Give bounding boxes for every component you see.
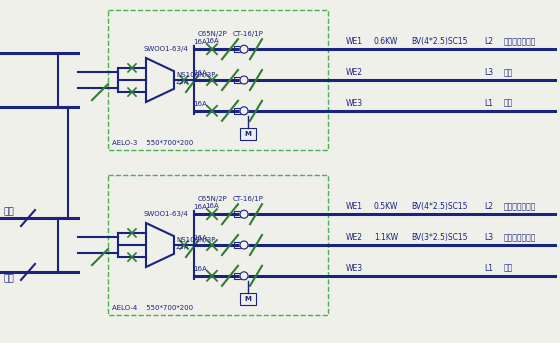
Text: 地下室应急照明: 地下室应急照明 [504,37,536,46]
Text: 备供: 备供 [4,274,15,283]
Text: WE3: WE3 [346,99,363,108]
Text: SWOO1-63/4: SWOO1-63/4 [144,46,189,52]
Text: 0.5KW: 0.5KW [374,202,398,211]
Text: WE3: WE3 [346,264,363,273]
Circle shape [240,241,248,249]
Bar [234,273,246,279]
Text: WE2: WE2 [346,68,363,77]
Text: C65N/2P
16A: C65N/2P 16A [197,31,227,44]
Text: 16A: 16A [193,204,207,210]
Text: AELO-4    550*700*200: AELO-4 550*700*200 [112,305,193,311]
Text: M: M [245,296,251,302]
Circle shape [240,76,248,84]
Bar [234,46,246,52]
Text: 16A: 16A [193,70,207,76]
Text: SWOO1-63/4: SWOO1-63/4 [144,211,189,217]
Text: 16A: 16A [193,101,207,107]
Text: BV(4*2.5)SC15: BV(4*2.5)SC15 [411,202,468,211]
Bar [234,242,246,248]
Text: NS100N/3P
25A: NS100N/3P 25A [176,237,216,250]
Bar [234,77,246,83]
Text: WE1: WE1 [346,37,363,46]
Text: NS100N/3P
25A: NS100N/3P 25A [176,72,216,85]
Text: CT-16/1P: CT-16/1P [232,196,263,202]
Text: C65N/2P
16A: C65N/2P 16A [197,196,227,209]
Text: AELO-3    550*700*200: AELO-3 550*700*200 [112,140,193,146]
Text: 备用: 备用 [504,99,514,108]
Text: 16A: 16A [193,235,207,241]
Text: L3: L3 [484,68,493,77]
Bar [234,108,246,114]
Bar [108,10,328,150]
Bar [108,175,328,315]
Text: 0.6KW: 0.6KW [374,37,398,46]
Circle shape [240,107,248,115]
Bar [240,293,256,305]
Text: 16A: 16A [193,266,207,272]
Circle shape [240,272,248,280]
Text: L2: L2 [484,37,493,46]
Text: BV(3*2.5)SC15: BV(3*2.5)SC15 [411,233,468,242]
Circle shape [240,210,248,218]
Text: BV(4*2.5)SC15: BV(4*2.5)SC15 [411,37,468,46]
Text: L2: L2 [484,202,493,211]
Circle shape [240,45,248,53]
Text: M: M [245,131,251,137]
Text: WE2: WE2 [346,233,363,242]
Text: L3: L3 [484,233,493,242]
Text: WE1: WE1 [346,202,363,211]
Bar [240,128,256,140]
Text: CT-16/1P: CT-16/1P [232,31,263,37]
Text: 主供: 主供 [4,207,15,216]
Text: 备用: 备用 [504,264,514,273]
Text: 地下室应急照明: 地下室应急照明 [504,233,536,242]
Text: 备用: 备用 [504,68,514,77]
Text: 地下室应急照明: 地下室应急照明 [504,202,536,211]
Text: L1: L1 [484,99,493,108]
Bar [234,211,246,217]
Text: L1: L1 [484,264,493,273]
Text: 16A: 16A [193,39,207,45]
Text: 1.1KW: 1.1KW [374,233,398,242]
